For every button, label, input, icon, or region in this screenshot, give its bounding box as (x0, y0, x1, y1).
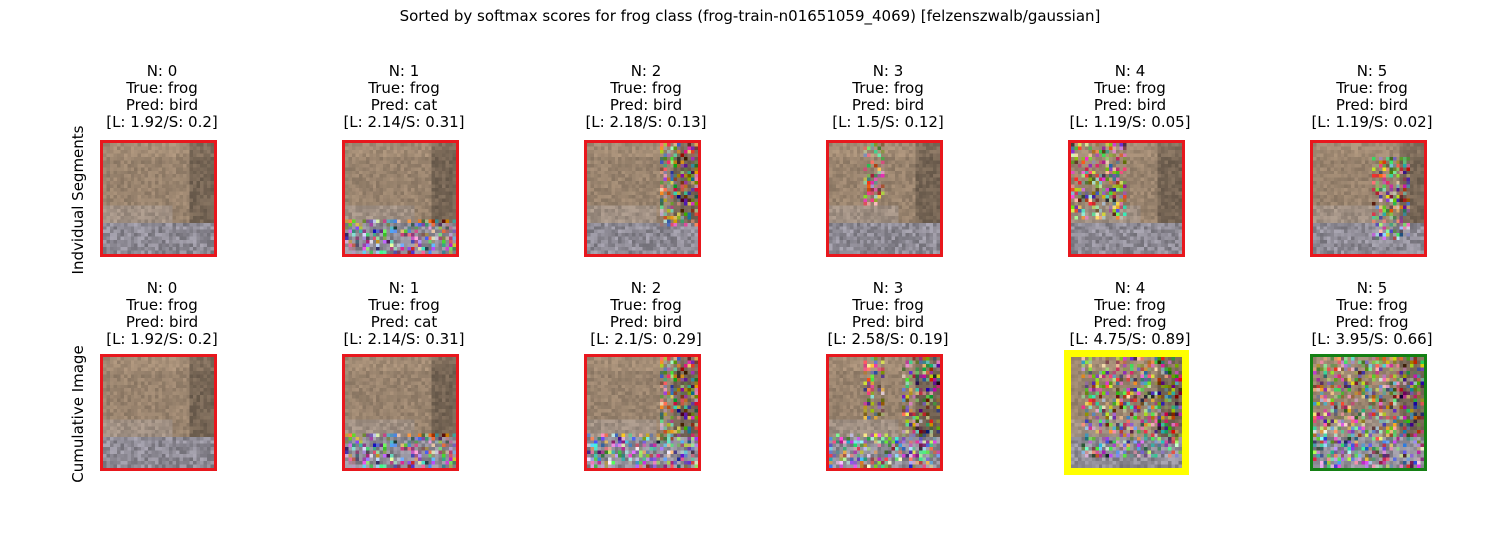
panel-title-n: N: 5 (1356, 279, 1388, 297)
panel-title: N: 4 True: frog Pred: bird [L: 1.19/S: 0.05… (1008, 63, 1252, 131)
panel-title-true: True: frog (126, 296, 198, 314)
panel-title-n: N: 1 (388, 62, 420, 80)
panel-image (342, 354, 459, 471)
panel-title: N: 1 True: frog Pred: cat [L: 2.14/S: 0.31] (282, 63, 526, 131)
panel-image (826, 354, 943, 471)
panel-title: N: 5 True: frog Pred: frog [L: 3.95/S: 0.66… (1250, 280, 1494, 348)
panel-title-true: True: frog (1336, 79, 1408, 97)
panel-image (100, 354, 217, 471)
panel-title-scores: [L: 2.14/S: 0.31] (343, 330, 465, 348)
panel-title-pred: Pred: bird (125, 96, 199, 114)
panel-image (584, 354, 701, 471)
panel-title: N: 4 True: frog Pred: frog [L: 4.75/S: 0.89… (1008, 280, 1252, 348)
panel-image (1068, 140, 1185, 257)
panel-image (100, 140, 217, 257)
panel-title-scores: [L: 2.14/S: 0.31] (343, 113, 465, 131)
panel-image (342, 140, 459, 257)
panel-title: N: 1 True: frog Pred: cat [L: 2.14/S: 0.31] (282, 280, 526, 348)
panel-title-scores: [L: 4.75/S: 0.89] (1069, 330, 1191, 348)
panel-title-true: True: frog (852, 296, 924, 314)
panel-title-pred: Pred: bird (609, 313, 683, 331)
panel-title: N: 0 True: frog Pred: bird [L: 1.92/S: 0.2] (40, 280, 284, 348)
panel-image (1310, 354, 1427, 471)
panel-title-true: True: frog (368, 79, 440, 97)
panel-title-n: N: 4 (1114, 62, 1146, 80)
panel-image (1310, 140, 1427, 257)
panel-title-pred: Pred: bird (609, 96, 683, 114)
panel-title: N: 2 True: frog Pred: bird [L: 2.1/S: 0.29] (524, 280, 768, 348)
figure-title: Sorted by softmax scores for frog class … (399, 7, 1101, 25)
panel-image (584, 140, 701, 257)
panel-title-true: True: frog (1336, 296, 1408, 314)
panel-title: N: 3 True: frog Pred: bird [L: 1.5/S: 0.12] (766, 63, 1010, 131)
panel-title-pred: Pred: bird (851, 96, 925, 114)
panel-title-scores: [L: 2.58/S: 0.19] (827, 330, 949, 348)
panel-title-true: True: frog (126, 79, 198, 97)
panel-title-n: N: 3 (872, 62, 904, 80)
panel-title-n: N: 1 (388, 279, 420, 297)
panel-title-pred: Pred: cat (370, 313, 438, 331)
panel-title: N: 2 True: frog Pred: bird [L: 2.18/S: 0.13… (524, 63, 768, 131)
panel-title-scores: [L: 1.19/S: 0.05] (1069, 113, 1191, 131)
panel-image (826, 140, 943, 257)
panel-image (1064, 350, 1189, 475)
panel-title-true: True: frog (368, 296, 440, 314)
panel-title-pred: Pred: frog (1335, 313, 1409, 331)
panel-title: N: 0 True: frog Pred: bird [L: 1.92/S: 0.2] (40, 63, 284, 131)
panel-title-n: N: 4 (1114, 279, 1146, 297)
panel-title-true: True: frog (1094, 79, 1166, 97)
panel-title-scores: [L: 1.92/S: 0.2] (106, 113, 218, 131)
panel-title-scores: [L: 3.95/S: 0.66] (1311, 330, 1433, 348)
panel-title-true: True: frog (610, 79, 682, 97)
panel-title-pred: Pred: frog (1093, 313, 1167, 331)
panel-title-true: True: frog (852, 79, 924, 97)
panel-title-n: N: 2 (630, 62, 662, 80)
panel-title-scores: [L: 1.19/S: 0.02] (1311, 113, 1433, 131)
panel-title-n: N: 0 (146, 279, 178, 297)
panel-title-true: True: frog (1094, 296, 1166, 314)
panel-title-n: N: 5 (1356, 62, 1388, 80)
panel-title: N: 5 True: frog Pred: bird [L: 1.19/S: 0.02… (1250, 63, 1494, 131)
panel-title-pred: Pred: cat (370, 96, 438, 114)
panel-title-scores: [L: 2.1/S: 0.29] (590, 330, 702, 348)
panel-title-pred: Pred: bird (851, 313, 925, 331)
panel-title-scores: [L: 1.92/S: 0.2] (106, 330, 218, 348)
panel-title-true: True: frog (610, 296, 682, 314)
panel-title-scores: [L: 2.18/S: 0.13] (585, 113, 707, 131)
panel-title-pred: Pred: bird (1093, 96, 1167, 114)
panel-title: N: 3 True: frog Pred: bird [L: 2.58/S: 0.19… (766, 280, 1010, 348)
panel-title-pred: Pred: bird (125, 313, 199, 331)
panel-title-n: N: 3 (872, 279, 904, 297)
panel-title-n: N: 0 (146, 62, 178, 80)
panel-title-pred: Pred: bird (1335, 96, 1409, 114)
panel-title-n: N: 2 (630, 279, 662, 297)
panel-title-scores: [L: 1.5/S: 0.12] (832, 113, 944, 131)
